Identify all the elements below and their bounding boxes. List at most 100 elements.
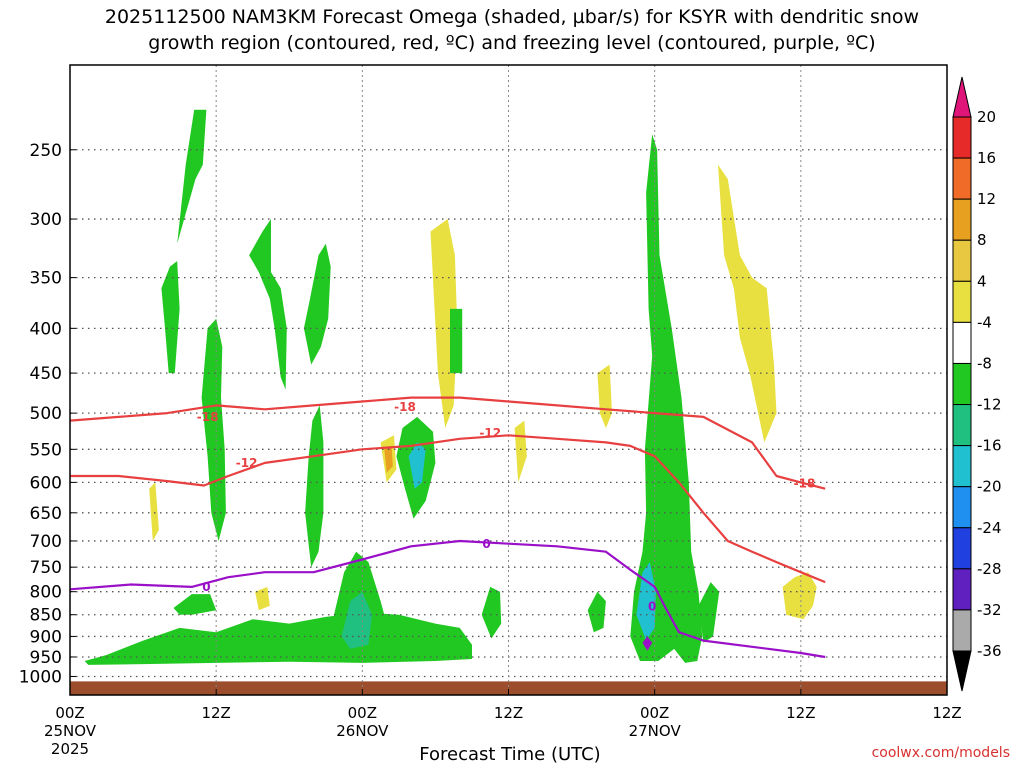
colorbar-swatch — [952, 198, 972, 241]
axes: 2503003504004505005506006507007508008509… — [19, 64, 962, 758]
colorbar-label: -24 — [977, 519, 1002, 537]
x-tick-date: 26NOV — [336, 722, 389, 740]
omega-negative-region — [305, 405, 324, 568]
colorbar-label: 4 — [977, 272, 987, 290]
omega-positive-region — [255, 586, 270, 611]
omega-positive-region — [597, 364, 612, 428]
colorbar-swatch — [952, 486, 972, 529]
colorbar-swatch — [952, 239, 972, 282]
colorbar-label: 20 — [977, 108, 996, 126]
colorbar-swatch — [952, 445, 972, 488]
y-tick-label: 950 — [30, 648, 62, 668]
y-tick-label: 750 — [30, 558, 62, 578]
colorbar-label: 12 — [977, 190, 996, 208]
colorbar-label: -28 — [977, 560, 1002, 578]
y-tick-label: 800 — [30, 583, 62, 603]
omega-positive-region — [149, 482, 159, 541]
contour-line--12 — [70, 434, 826, 584]
x-tick-date: 27NOV — [629, 722, 682, 740]
omega-negative-region — [249, 219, 287, 390]
contour-label: -18 — [794, 477, 816, 491]
colorbar-swatch — [952, 157, 972, 200]
omega-negative-region — [587, 591, 606, 633]
colorbar: 20 16 12 8 4 -4 -8 -12 -16 -20 -24 -28 -32 -36 — [952, 76, 1002, 692]
credit-link[interactable]: coolwx.com/models — [871, 745, 1010, 761]
terrain-surface — [70, 681, 947, 695]
x-tick-label: 12Z — [494, 704, 523, 722]
colorbar-label: -8 — [977, 354, 992, 372]
colorbar-label: -4 — [977, 313, 992, 331]
contour-label: 0 — [648, 600, 656, 614]
x-tick-label: 12Z — [786, 704, 815, 722]
omega-negative-region — [450, 308, 463, 374]
colorbar-swatch — [952, 404, 972, 447]
colorbar-swatch — [952, 609, 972, 652]
omega-negative-region — [161, 261, 180, 374]
y-tick-label: 400 — [30, 319, 62, 339]
y-tick-label: 350 — [30, 269, 62, 289]
x-tick-label: 12Z — [201, 704, 230, 722]
y-tick-label: 550 — [30, 440, 62, 460]
y-tick-label: 500 — [30, 404, 62, 424]
omega-positive-region — [782, 572, 817, 620]
colorbar-label: -20 — [977, 478, 1002, 496]
omega-negative-region — [408, 442, 426, 489]
colorbar-swatch — [952, 321, 972, 364]
colorbar-top-arrow — [952, 76, 972, 118]
colorbar-swatch — [952, 280, 972, 323]
y-tick-label: 450 — [30, 364, 62, 384]
omega-negative-region — [636, 562, 656, 641]
colorbar-bottom-arrow — [952, 650, 972, 692]
contour-line-0 — [70, 539, 826, 659]
contour-label: -12 — [479, 426, 501, 440]
omega-negative-region — [341, 591, 373, 649]
x-axis-title: Forecast Time (UTC) — [419, 744, 601, 765]
omega-negative-region — [177, 109, 207, 244]
y-tick-label: 900 — [30, 627, 62, 647]
plot-clip-group: -18 -12 -18 -12 -18 0 0 0 — [70, 65, 947, 695]
omega-negative-region — [303, 243, 331, 365]
colorbar-label: -16 — [977, 437, 1002, 455]
omega-negative-region — [698, 582, 720, 643]
y-tick-label: 650 — [30, 504, 62, 524]
omega-negative-region — [630, 134, 703, 663]
omega-negative-region — [201, 318, 226, 541]
y-tick-label: 1000 — [19, 667, 62, 687]
y-tick-label: 250 — [30, 141, 62, 161]
contour-label: 0 — [482, 537, 490, 551]
colorbar-swatch — [952, 527, 972, 570]
y-tick-label: 300 — [30, 210, 62, 230]
y-tick-label: 700 — [30, 532, 62, 552]
omega-negative-region — [642, 636, 653, 651]
chart-title-line1: 2025112500 NAM3KM Forecast Omega (shaded… — [104, 6, 920, 28]
x-tick-year: 2025 — [51, 740, 89, 758]
contour-label: -18 — [197, 410, 219, 424]
omega-positive-region — [718, 164, 777, 443]
y-tick-label: 600 — [30, 473, 62, 493]
colorbar-label: 8 — [977, 231, 987, 249]
colorbar-label: 16 — [977, 149, 996, 167]
x-tick-label: 00Z — [348, 704, 377, 722]
y-tick-label: 850 — [30, 606, 62, 626]
omega-positive-region — [384, 445, 393, 473]
plot-area: -18 -12 -18 -12 -18 0 0 0 — [70, 65, 947, 695]
contour-line--18 — [70, 396, 826, 490]
x-tick-date: 25NOV — [44, 722, 97, 740]
colorbar-label: -32 — [977, 601, 1002, 619]
x-tick-label: 00Z — [55, 704, 84, 722]
contour-label: -12 — [236, 456, 258, 470]
omega-positive-region — [430, 219, 458, 428]
contour-label: 0 — [202, 580, 210, 594]
omega-negative-region — [173, 594, 217, 615]
chart-title-line2: growth region (contoured, red, ºC) and f… — [148, 32, 876, 54]
omega-negative-region — [481, 586, 502, 639]
contour-label: -18 — [394, 400, 416, 414]
x-tick-label: 12Z — [932, 704, 961, 722]
omega-negative-region — [380, 636, 454, 651]
colorbar-label: -36 — [977, 642, 1002, 660]
colorbar-swatch — [952, 116, 972, 159]
colorbar-label: -12 — [977, 396, 1002, 414]
x-tick-label: 00Z — [640, 704, 669, 722]
colorbar-swatch — [952, 362, 972, 406]
